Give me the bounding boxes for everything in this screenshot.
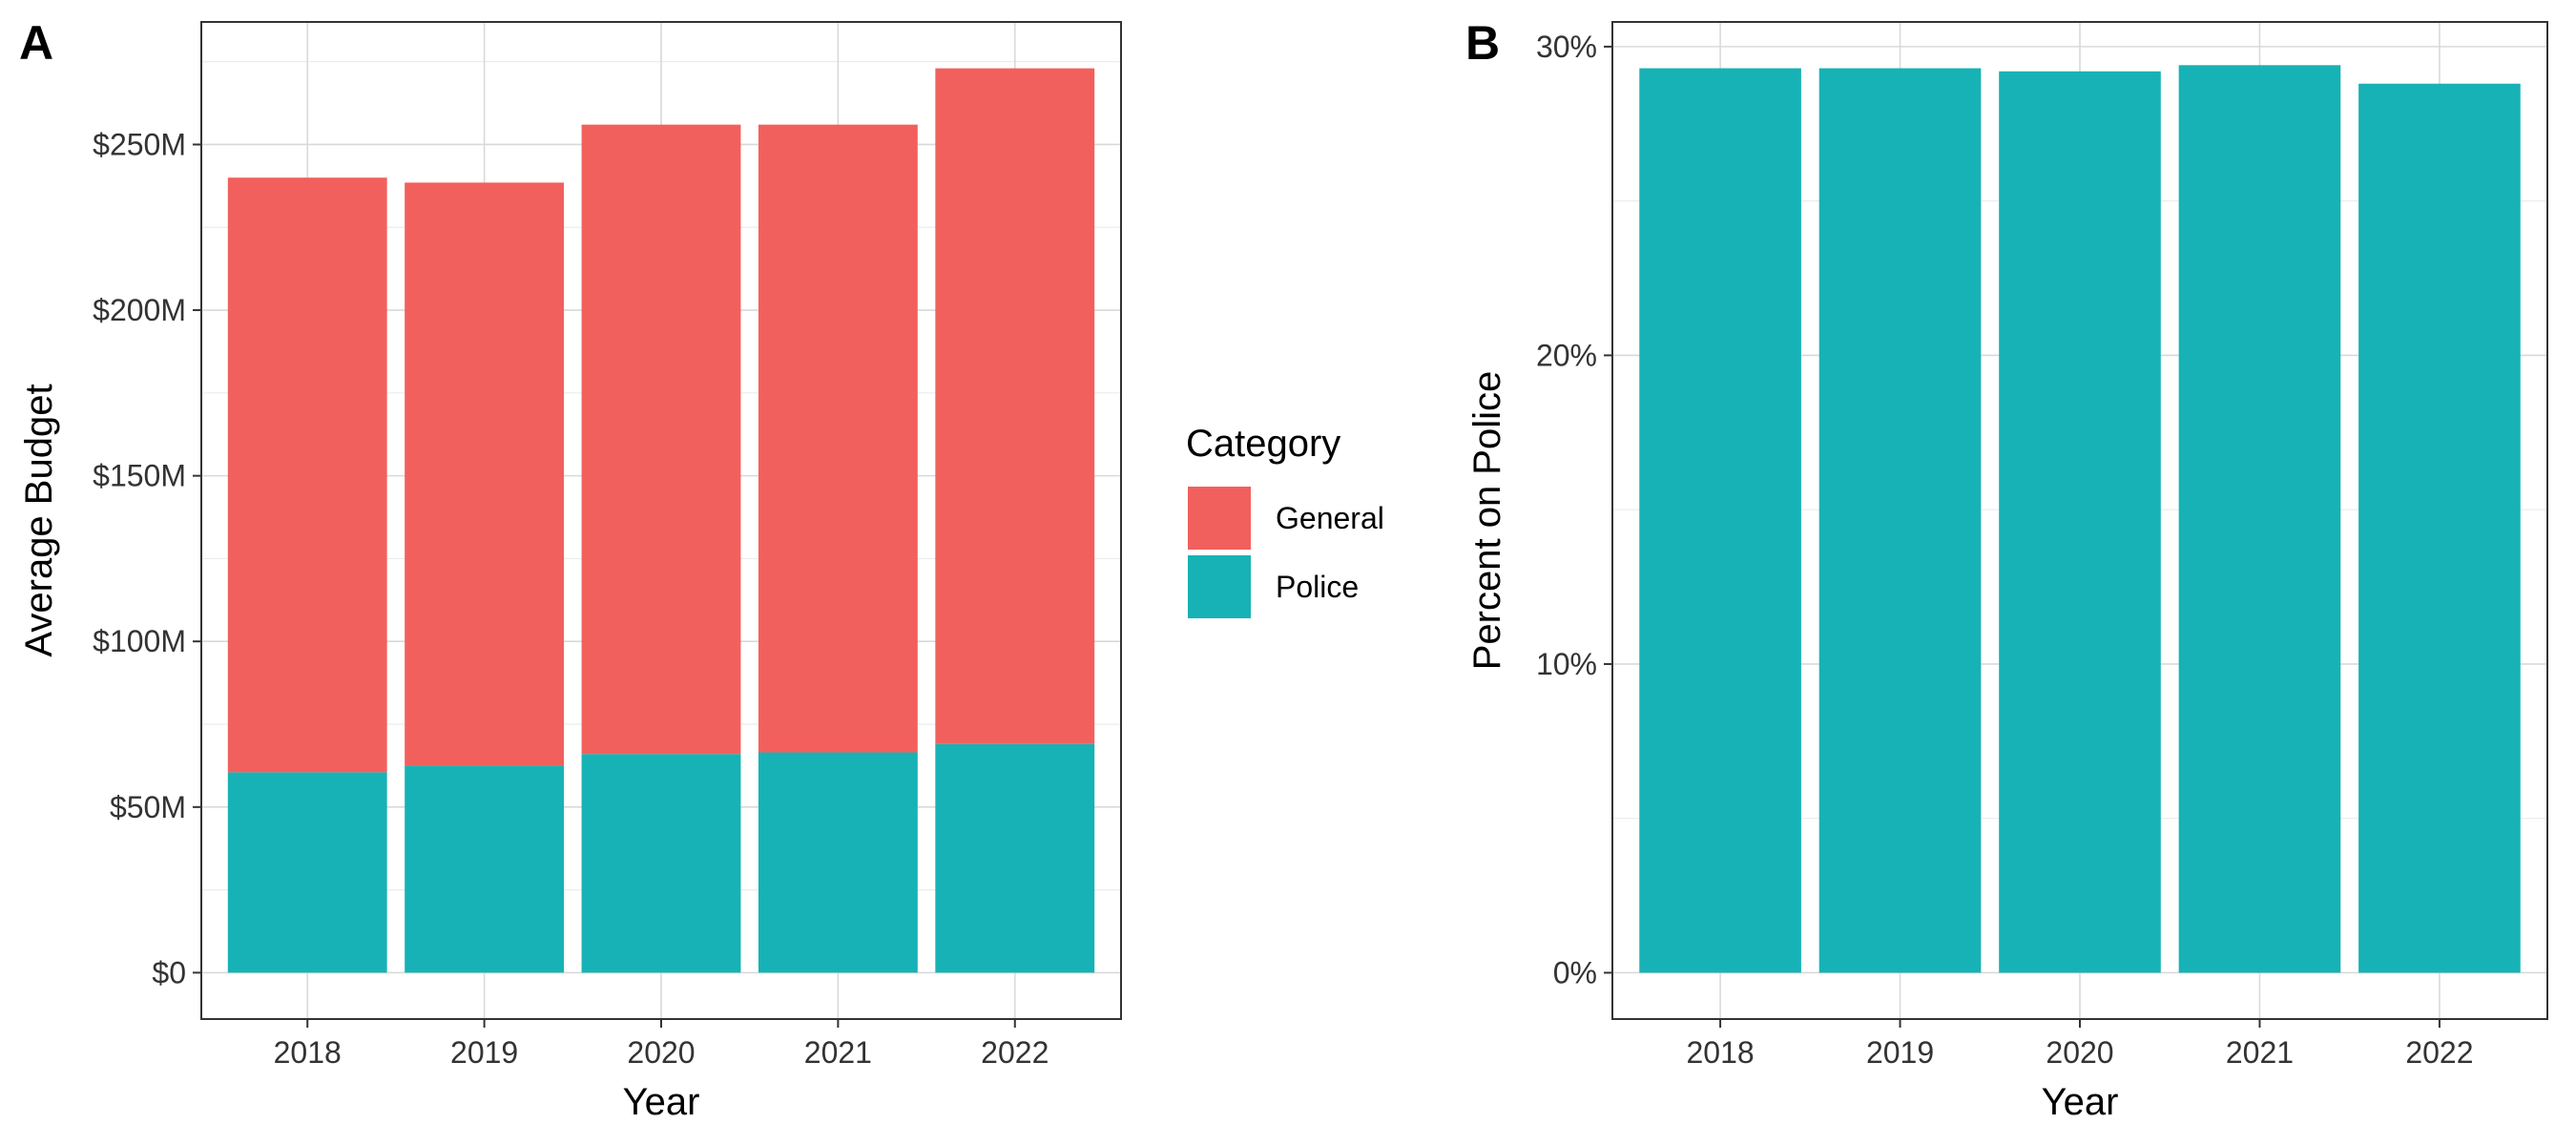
- legend-swatch-police: [1188, 555, 1251, 618]
- legend-swatch-general: [1188, 487, 1251, 550]
- x-tick-label: 2022: [981, 1035, 1049, 1070]
- y-tick-label: $250M: [93, 127, 186, 161]
- y-tick-label: 0%: [1553, 955, 1597, 989]
- bar-general-2020: [581, 124, 741, 755]
- x-tick-label: 2018: [1686, 1035, 1754, 1070]
- x-axis-title: Year: [2042, 1081, 2119, 1123]
- x-tick-label: 2019: [450, 1035, 518, 1070]
- panel-a-tag: A: [19, 16, 53, 70]
- x-tick-label: 2021: [804, 1035, 872, 1070]
- legend: Category General Police: [1186, 423, 1384, 618]
- bar-value-2019: [1818, 68, 1982, 973]
- bar-value-2022: [2358, 83, 2521, 973]
- x-tick-label: 2021: [2226, 1035, 2294, 1070]
- y-axis-title: Percent on Police: [1466, 371, 1508, 671]
- y-tick-label: 30%: [1536, 30, 1597, 64]
- y-tick-label: $150M: [93, 459, 186, 493]
- bar-value-2021: [2178, 65, 2341, 973]
- legend-label-general: General: [1276, 501, 1384, 535]
- y-tick-label: 20%: [1536, 338, 1597, 372]
- legend-label-police: Police: [1276, 570, 1359, 604]
- bar-police-2018: [227, 772, 387, 973]
- chart-b-percent: 0% 10% 20% 30% 2018 2019 2020 2021 2022 Year Perce…: [1466, 21, 2548, 1123]
- x-tick-label: 2018: [274, 1035, 342, 1070]
- legend-title: Category: [1186, 423, 1340, 465]
- x-tick-label: 2022: [2405, 1035, 2473, 1070]
- bar-value-2018: [1639, 68, 1801, 973]
- y-axis-title: Average Budget: [18, 384, 60, 656]
- bar-police-2022: [935, 743, 1095, 973]
- y-tick-label: $200M: [93, 293, 186, 327]
- x-tick-label: 2020: [627, 1035, 695, 1070]
- y-tick-label: $0: [152, 955, 186, 989]
- bar-police-2020: [581, 754, 741, 973]
- bar-general-2022: [935, 68, 1095, 744]
- panel-b-tag: B: [1465, 16, 1500, 70]
- x-tick-label: 2019: [1866, 1035, 1934, 1070]
- bar-general-2018: [227, 177, 387, 773]
- x-axis-title: Year: [623, 1081, 700, 1123]
- bar-general-2021: [758, 124, 918, 753]
- bar-general-2019: [405, 182, 565, 766]
- y-tick-label: 10%: [1536, 647, 1597, 681]
- bar-police-2021: [758, 752, 918, 973]
- bar-police-2019: [405, 765, 565, 973]
- y-tick-label: $50M: [110, 790, 186, 824]
- y-tick-label: $100M: [93, 624, 186, 658]
- x-tick-label: 2020: [2046, 1035, 2113, 1070]
- chart-a-budget: $0 $50M $100M $150M $200M $250M 2018 2019 2020 20…: [18, 21, 1122, 1123]
- bar-value-2020: [1999, 71, 2161, 973]
